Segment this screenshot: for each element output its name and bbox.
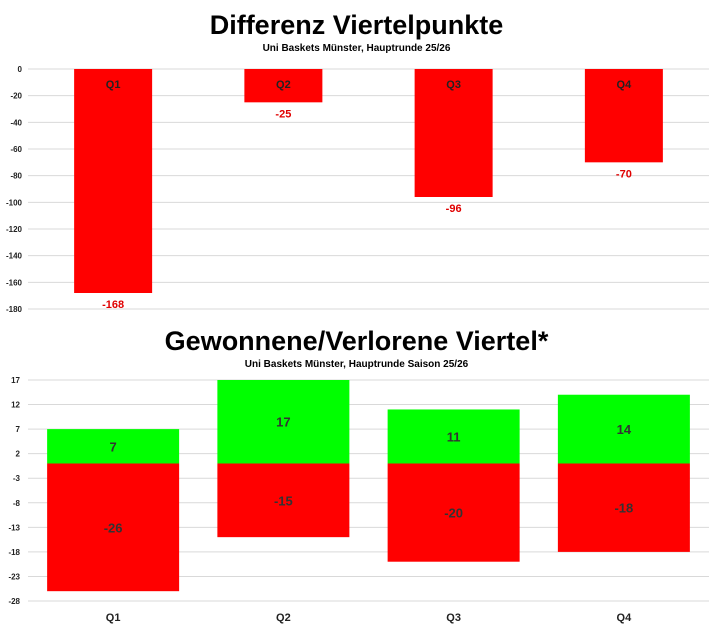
chart2-ytick-label: 12 <box>11 401 20 410</box>
chart1-ytick-label: -100 <box>6 198 23 207</box>
chart1-ytick-label: -120 <box>6 225 23 234</box>
chart1-value-label: -25 <box>275 108 291 120</box>
chart2-won-label: 14 <box>617 422 632 437</box>
chart1-value-label: -168 <box>102 299 124 311</box>
chart2-won-label: 17 <box>276 415 290 430</box>
chart1-ytick-label: 0 <box>18 65 23 74</box>
chart2-category-label: Q2 <box>276 612 291 624</box>
chart1-title: Differenz Viertelpunkte <box>209 10 504 40</box>
chart2-lost-label: -20 <box>444 506 463 521</box>
chart1-ytick-label: -80 <box>10 172 22 181</box>
chart2-ytick-label: -13 <box>8 523 20 532</box>
chart1-ytick-label: -20 <box>10 92 22 101</box>
chart2-ytick-label: -23 <box>8 572 20 581</box>
chart1-ytick-label: -140 <box>6 252 23 261</box>
chart2-won-label: 7 <box>110 439 117 454</box>
chart1-ytick-label: -40 <box>10 118 22 127</box>
chart1-category-label: Q1 <box>106 79 121 91</box>
chart1-category-label: Q4 <box>617 79 633 91</box>
chart2-lost-label: -26 <box>104 520 123 535</box>
chart1-bar <box>74 69 153 293</box>
chart2-ytick-label: -8 <box>13 499 21 508</box>
chart2-title: Gewonnene/Verlorene Viertel* <box>164 326 549 356</box>
chart1-bar <box>244 69 323 103</box>
chart2-bar-lost <box>217 463 350 538</box>
chart2-bar-won <box>557 394 690 464</box>
chart1-ytick-label: -60 <box>10 145 22 154</box>
chart1-bar <box>584 69 663 163</box>
chart2-bar-lost <box>557 463 690 552</box>
chart1-category-label: Q3 <box>446 79 461 91</box>
chart2-lost-label: -15 <box>274 493 293 508</box>
chart2-won-label: 11 <box>447 429 461 444</box>
chart2-lost-label: -18 <box>614 501 633 516</box>
chart2-category-label: Q1 <box>106 612 121 624</box>
chart2-ytick-label: 17 <box>11 376 20 385</box>
chart2-ytick-label: 2 <box>16 450 21 459</box>
chart1-bar <box>414 69 493 197</box>
chart2-ytick-label: -28 <box>8 597 20 606</box>
chart1-category-label: Q2 <box>276 79 291 91</box>
chart1-value-label: -70 <box>616 168 632 180</box>
chart2-ytick-label: -3 <box>13 474 21 483</box>
chart2-bar-won <box>47 429 180 464</box>
chart2-bar-won <box>387 409 520 464</box>
chart1-ytick-label: -160 <box>6 278 23 287</box>
chart1-ytick-label: -180 <box>6 305 23 314</box>
chart1-subtitle: Uni Baskets Münster, Hauptrunde 25/26 <box>262 43 451 54</box>
chart1-value-label: -96 <box>446 203 462 215</box>
chart2-category-label: Q3 <box>446 612 461 624</box>
chart2-bar-lost <box>47 463 180 592</box>
chart2-category-label: Q4 <box>617 612 633 624</box>
chart1-plot: 0 -20 -40 -60 -80 -100 -120 -140 -160 -180 Q1 -168 Q… <box>6 65 709 314</box>
chart2-ytick-label: 7 <box>16 425 21 434</box>
chart2-bar-won <box>217 380 350 464</box>
chart2-ytick-label: -18 <box>8 548 20 557</box>
chart2-bar-lost <box>387 463 520 562</box>
chart2-subtitle: Uni Baskets Münster, Hauptrunde Saison 2… <box>244 359 469 370</box>
